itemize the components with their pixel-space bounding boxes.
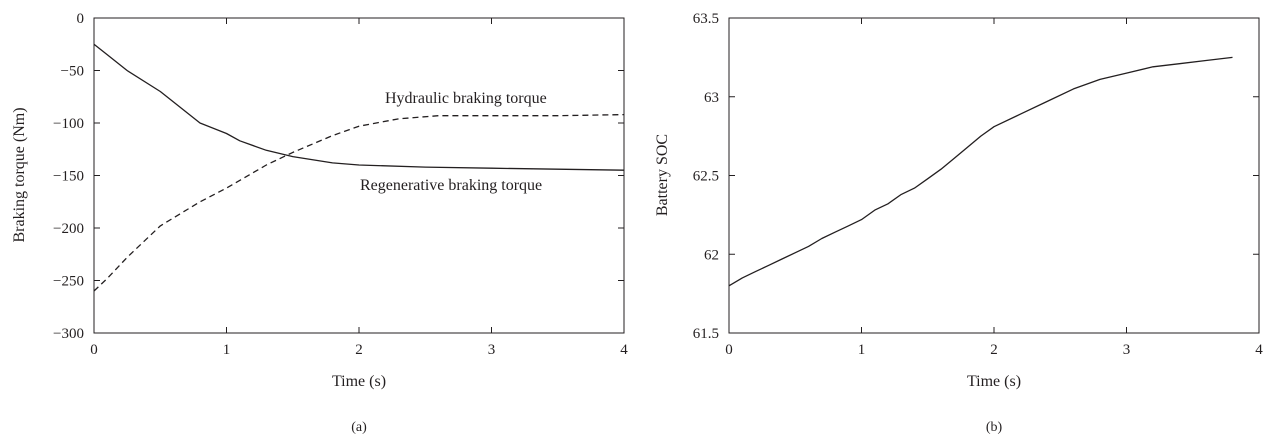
x-tick-label: 0 [725, 342, 733, 358]
panel-label-b: (b) [986, 420, 1003, 435]
y-tick-label: 0 [77, 11, 85, 27]
y-tick-label: −200 [53, 221, 84, 237]
y-axis-label: Battery SOC [654, 134, 671, 216]
x-tick-label: 4 [620, 342, 628, 358]
y-tick-label: −150 [53, 169, 84, 185]
x-axis-ticks: 0 1 2 3 4 [725, 18, 1263, 358]
battery-soc-line [728, 56, 1233, 287]
plot-frame [93, 17, 625, 334]
y-tick-label: −50 [61, 64, 84, 80]
y-tick-label: 62 [704, 247, 719, 263]
annotation-hydraulic-braking-torque: Hydraulic braking torque [385, 90, 547, 107]
y-tick-label: 61.5 [693, 326, 719, 342]
x-tick-label: 3 [1123, 342, 1131, 358]
annotation-regenerative-braking-torque: Regenerative braking torque [360, 177, 542, 194]
series-lines [728, 56, 1233, 287]
x-tick-label: 2 [355, 342, 363, 358]
x-axis-label: Time (s) [967, 373, 1021, 390]
plot-frame [728, 17, 1260, 334]
y-tick-label: 63.5 [693, 11, 719, 27]
x-tick-label: 3 [488, 342, 496, 358]
x-axis-ticks: 0 1 2 3 4 [90, 18, 628, 358]
x-tick-label: 2 [990, 342, 998, 358]
y-axis-ticks: 0 −50 −100 −150 −200 −250 −300 [53, 11, 624, 342]
panel-b-battery-soc-chart: 0 1 2 3 4 61.5 62 62.5 63 63.5 Time (s) Battery … [654, 11, 1263, 435]
x-axis-label: Time (s) [332, 373, 386, 390]
series-lines [93, 43, 625, 292]
panel-label-a: (a) [351, 420, 367, 435]
x-tick-label: 1 [223, 342, 231, 358]
x-tick-label: 1 [858, 342, 866, 358]
x-tick-label: 0 [90, 342, 98, 358]
x-tick-label: 4 [1255, 342, 1263, 358]
y-tick-label: 62.5 [693, 169, 719, 185]
y-axis-ticks: 61.5 62 62.5 63 63.5 [693, 11, 1259, 342]
regenerative-braking-torque-line [93, 43, 625, 171]
y-tick-label: −100 [53, 116, 84, 132]
y-axis-label: Braking torque (Nm) [11, 107, 28, 242]
hydraulic-braking-torque-line [93, 113, 625, 292]
panel-a-braking-torque-chart: 0 1 2 3 4 0 −50 −100 −150 −200 −250 −300 Hydraulic… [11, 11, 628, 435]
y-tick-label: −250 [53, 274, 84, 290]
y-tick-label: −300 [53, 326, 84, 342]
y-tick-label: 63 [704, 90, 719, 106]
